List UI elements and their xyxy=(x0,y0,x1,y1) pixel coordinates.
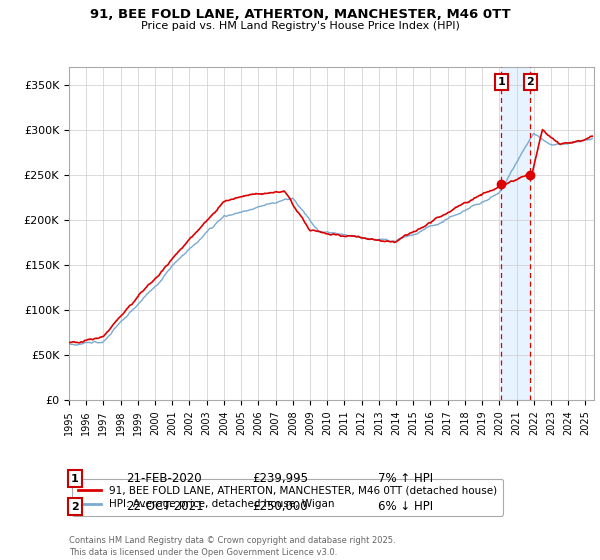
Bar xyxy=(502,67,530,400)
Text: 21-FEB-2020: 21-FEB-2020 xyxy=(126,472,202,486)
Text: Price paid vs. HM Land Registry's House Price Index (HPI): Price paid vs. HM Land Registry's House … xyxy=(140,21,460,31)
Text: Contains HM Land Registry data © Crown copyright and database right 2025.
This d: Contains HM Land Registry data © Crown c… xyxy=(69,536,395,557)
Text: 2: 2 xyxy=(526,77,534,87)
Legend: 91, BEE FOLD LANE, ATHERTON, MANCHESTER, M46 0TT (detached house), HPI: Average : 91, BEE FOLD LANE, ATHERTON, MANCHESTER,… xyxy=(71,479,503,516)
Text: £250,000: £250,000 xyxy=(252,500,308,514)
Text: £239,995: £239,995 xyxy=(252,472,308,486)
Text: 2: 2 xyxy=(71,502,79,512)
Text: 6% ↓ HPI: 6% ↓ HPI xyxy=(378,500,433,514)
Text: 91, BEE FOLD LANE, ATHERTON, MANCHESTER, M46 0TT: 91, BEE FOLD LANE, ATHERTON, MANCHESTER,… xyxy=(89,8,511,21)
Text: 7% ↑ HPI: 7% ↑ HPI xyxy=(378,472,433,486)
Text: 22-OCT-2021: 22-OCT-2021 xyxy=(126,500,203,514)
Text: 1: 1 xyxy=(71,474,79,484)
Text: 1: 1 xyxy=(497,77,505,87)
